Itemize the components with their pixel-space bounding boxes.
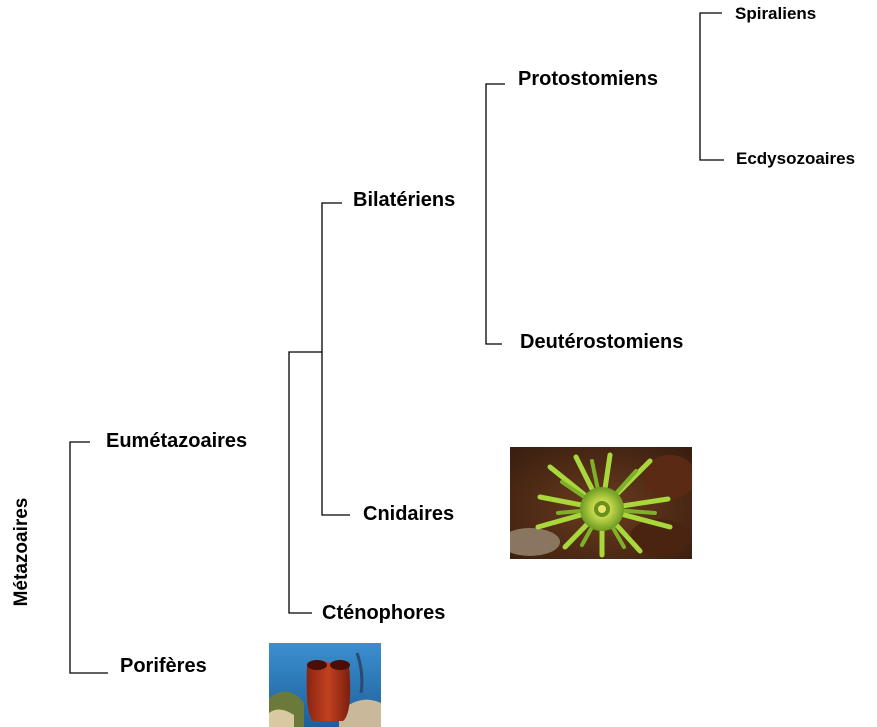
branch-metazoaires bbox=[69, 441, 108, 674]
root-label-metazoaires: Métazoaires bbox=[11, 497, 32, 607]
taxon-cnidaires: Cnidaires bbox=[363, 503, 455, 525]
branch-bilateriens-cnidaires bbox=[321, 202, 350, 516]
branch-protostomiens-deuterostomiens bbox=[485, 83, 505, 345]
taxon-poriferes: Porifères bbox=[120, 655, 207, 677]
taxon-spiraliens: Spiraliens bbox=[735, 4, 817, 23]
taxon-protostomiens: Protostomiens bbox=[518, 68, 659, 90]
taxon-bilateriens: Bilatériens bbox=[353, 189, 456, 211]
taxon-deuterostomiens: Deutérostomiens bbox=[520, 331, 684, 353]
branch-spiraliens-ecdysozoaires bbox=[699, 12, 724, 161]
taxon-eumetazoaires: Eumétazoaires bbox=[106, 430, 248, 452]
sponge-photo bbox=[269, 643, 381, 727]
sea-anemone-photo bbox=[510, 447, 692, 559]
taxon-ctenophores: Cténophores bbox=[322, 602, 446, 624]
taxon-ecdysozoaires: Ecdysozoaires bbox=[736, 149, 856, 168]
branch-eumetazoaires bbox=[288, 351, 322, 614]
